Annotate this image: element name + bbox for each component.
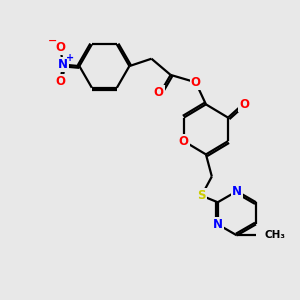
Text: O: O — [55, 75, 65, 88]
Text: CH₃: CH₃ — [264, 230, 285, 240]
Text: O: O — [55, 41, 65, 54]
Text: O: O — [154, 86, 164, 99]
Text: O: O — [190, 76, 201, 89]
Text: O: O — [179, 135, 189, 148]
Text: O: O — [239, 98, 249, 111]
Text: +: + — [66, 53, 74, 63]
Text: S: S — [197, 189, 206, 202]
Text: N: N — [232, 185, 242, 198]
Text: N: N — [213, 218, 223, 231]
Text: O: O — [179, 135, 189, 148]
Text: N: N — [58, 58, 68, 71]
Text: −: − — [48, 36, 58, 46]
